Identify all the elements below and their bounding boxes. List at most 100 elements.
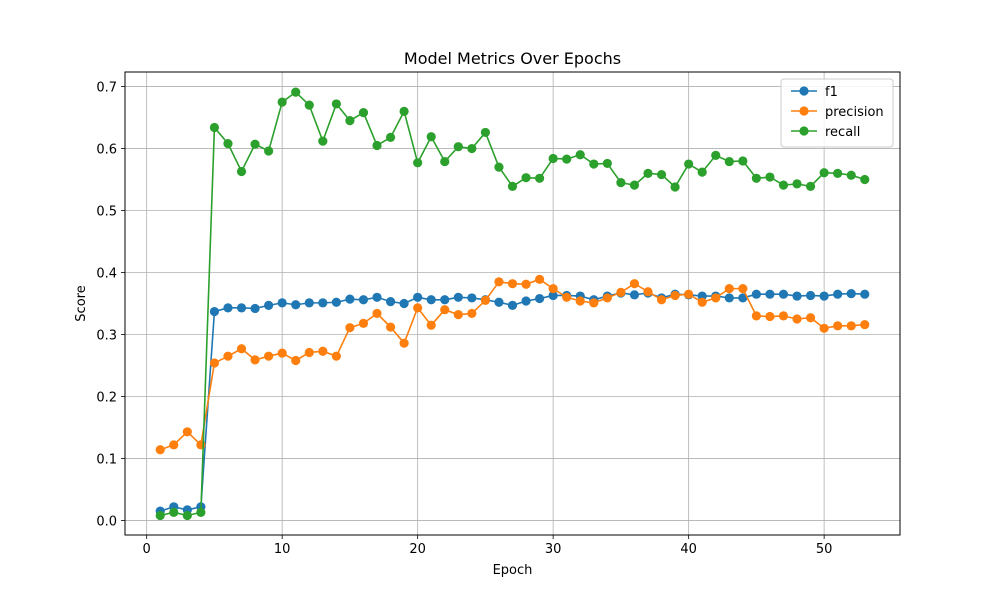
data-point-f1 bbox=[548, 290, 558, 301]
plot-frame bbox=[124, 71, 901, 536]
data-point-recall bbox=[805, 181, 816, 191]
data-point-f1 bbox=[399, 298, 409, 309]
data-point-f1 bbox=[724, 293, 734, 303]
data-point-precision bbox=[792, 314, 802, 324]
data-point-f1 bbox=[494, 297, 504, 307]
data-point-f1 bbox=[738, 293, 748, 303]
data-point-precision bbox=[413, 303, 423, 313]
y-tick-label: 0.5 bbox=[96, 205, 117, 220]
data-point-f1 bbox=[236, 303, 247, 313]
data-point-recall bbox=[819, 168, 829, 178]
data-point-recall bbox=[575, 150, 585, 160]
data-point-recall bbox=[426, 132, 436, 142]
data-point-precision bbox=[751, 311, 761, 321]
data-point-recall bbox=[494, 162, 504, 172]
data-point-precision bbox=[372, 308, 382, 319]
data-point-precision bbox=[819, 323, 829, 333]
data-point-recall bbox=[846, 170, 856, 180]
legend-swatch-marker bbox=[799, 86, 809, 96]
data-point-recall bbox=[453, 142, 463, 152]
data-point-precision bbox=[548, 284, 558, 294]
chart-title: Model Metrics Over Epochs bbox=[404, 49, 621, 68]
data-point-precision bbox=[575, 296, 585, 306]
data-point-f1 bbox=[534, 293, 545, 304]
data-point-precision bbox=[453, 310, 463, 320]
data-point-f1 bbox=[819, 291, 829, 301]
data-point-f1 bbox=[507, 300, 518, 310]
data-point-recall bbox=[792, 179, 802, 189]
data-point-f1 bbox=[372, 292, 382, 302]
data-point-f1 bbox=[318, 298, 328, 308]
data-point-precision bbox=[277, 348, 287, 358]
data-point-precision bbox=[223, 351, 233, 361]
data-point-precision bbox=[426, 320, 436, 330]
data-point-precision bbox=[440, 305, 450, 315]
y-tick-label: 0.0 bbox=[96, 514, 117, 529]
data-point-precision bbox=[684, 289, 694, 299]
y-tick-label: 0.3 bbox=[96, 328, 117, 343]
data-point-f1 bbox=[345, 294, 355, 304]
data-point-f1 bbox=[291, 300, 301, 310]
data-point-precision bbox=[331, 351, 341, 361]
data-point-recall bbox=[697, 167, 707, 177]
data-point-f1 bbox=[453, 292, 463, 302]
data-point-precision bbox=[480, 295, 491, 306]
series-recall bbox=[155, 87, 870, 521]
legend-swatch-marker bbox=[799, 126, 809, 136]
data-point-f1 bbox=[751, 289, 761, 299]
data-point-precision bbox=[805, 313, 816, 323]
data-point-precision bbox=[494, 277, 504, 287]
data-point-recall bbox=[589, 159, 599, 169]
data-point-recall bbox=[670, 182, 680, 192]
data-point-recall bbox=[209, 122, 220, 133]
y-tick-label: 0.7 bbox=[96, 81, 117, 96]
data-point-recall bbox=[534, 173, 545, 183]
data-point-recall bbox=[385, 132, 396, 142]
data-point-precision bbox=[711, 293, 721, 303]
data-point-recall bbox=[480, 127, 491, 138]
data-point-recall bbox=[521, 173, 531, 183]
data-point-recall bbox=[833, 168, 843, 178]
data-point-precision bbox=[264, 351, 274, 361]
data-point-recall bbox=[507, 181, 518, 191]
data-point-precision bbox=[345, 323, 355, 333]
axis-ticks: 0 10 20 30 40 50 0.0 0.1 0.2 0.3 0.4 0.5 0.6 0.7 bbox=[96, 81, 832, 557]
data-point-f1 bbox=[304, 298, 314, 308]
data-point-recall bbox=[277, 97, 287, 107]
data-point-recall bbox=[684, 159, 694, 169]
data-point-precision bbox=[236, 344, 247, 354]
data-point-recall bbox=[778, 180, 789, 190]
data-point-f1 bbox=[223, 303, 233, 313]
data-point-recall bbox=[236, 166, 247, 177]
data-point-recall bbox=[562, 154, 572, 164]
data-point-precision bbox=[209, 358, 220, 368]
data-point-precision bbox=[250, 355, 260, 365]
data-point-precision bbox=[318, 346, 328, 356]
data-point-precision bbox=[291, 355, 301, 366]
data-point-precision bbox=[169, 440, 179, 450]
data-point-recall bbox=[304, 100, 314, 110]
y-tick-label: 0.2 bbox=[96, 390, 117, 405]
data-point-f1 bbox=[765, 289, 775, 299]
data-point-f1 bbox=[521, 296, 531, 306]
data-point-precision bbox=[602, 293, 612, 303]
data-point-f1 bbox=[629, 290, 640, 300]
legend-item-precision: precision bbox=[791, 105, 884, 120]
legend-swatch-marker bbox=[799, 106, 809, 116]
data-point-recall bbox=[399, 106, 409, 116]
legend-label: recall bbox=[825, 125, 860, 140]
legend-box bbox=[780, 78, 894, 148]
y-tick-label: 0.1 bbox=[96, 452, 117, 467]
data-point-precision bbox=[724, 284, 734, 294]
data-point-recall bbox=[860, 174, 870, 185]
data-point-recall bbox=[372, 140, 382, 151]
data-point-f1 bbox=[860, 289, 870, 299]
series-precision bbox=[155, 274, 870, 455]
data-point-precision bbox=[562, 292, 572, 302]
data-point-recall bbox=[548, 153, 558, 164]
data-point-recall bbox=[345, 116, 355, 126]
data-point-precision bbox=[697, 297, 707, 307]
data-point-precision bbox=[155, 445, 165, 455]
data-point-recall bbox=[629, 180, 640, 190]
